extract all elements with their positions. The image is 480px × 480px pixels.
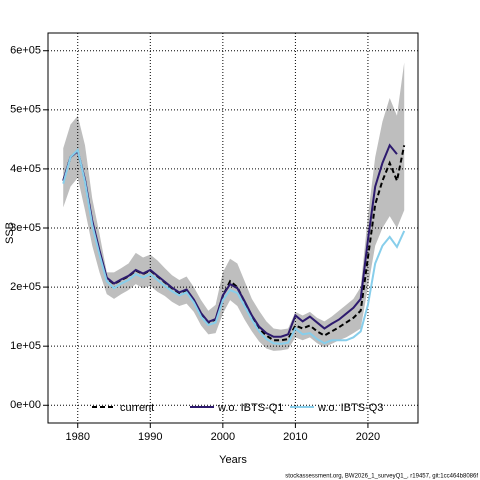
x-tick-label: 2020 <box>356 431 380 443</box>
x-tick-label: 2000 <box>211 431 235 443</box>
confidence-band <box>63 62 405 351</box>
y-tick-label: 5e+05 <box>10 104 41 116</box>
series-line <box>62 143 398 338</box>
legend-label: current <box>120 402 154 414</box>
y-tick-label: 3e+05 <box>10 222 41 234</box>
plot-frame <box>47 32 419 424</box>
y-tick-label: 6e+05 <box>10 45 41 57</box>
y-tick-label: 2e+05 <box>10 281 41 293</box>
y-tick-label: 4e+05 <box>10 163 41 175</box>
x-tick-label: 1990 <box>138 431 162 443</box>
x-tick-label: 2010 <box>283 431 307 443</box>
series-line <box>62 148 406 345</box>
legend-label: w.o. IBTS-Q3 <box>317 402 383 414</box>
legend-label: w.o. IBTS-Q1 <box>217 402 283 414</box>
y-tick-label: 0e+00 <box>10 399 41 411</box>
footer: stockassessment.org, BW2026_1_surveyQ1_,… <box>285 474 478 480</box>
y-axis-label: SSB <box>4 222 16 244</box>
x-tick-label: 1980 <box>66 431 90 443</box>
x-axis-label: Years <box>219 454 247 466</box>
y-tick-label: 1e+05 <box>10 340 41 352</box>
